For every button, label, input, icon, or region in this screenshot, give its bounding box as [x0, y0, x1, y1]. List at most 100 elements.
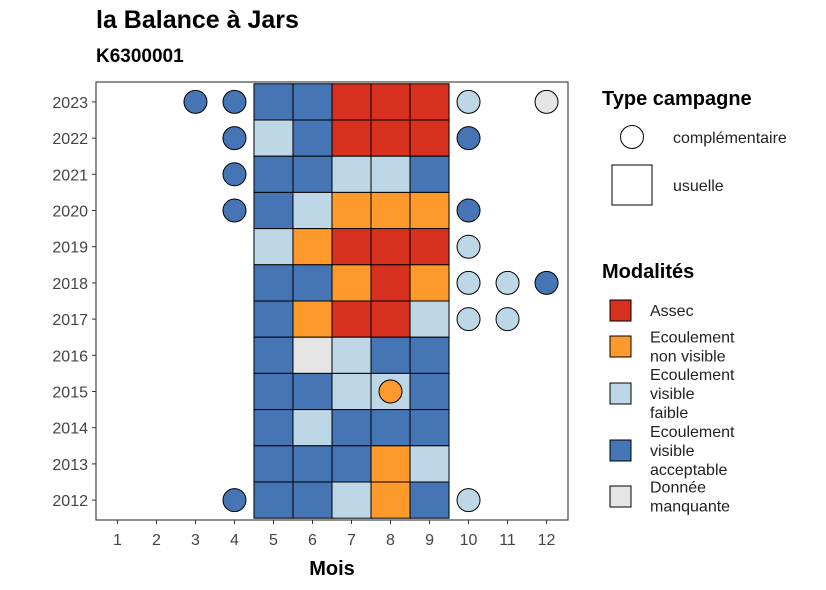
- cell-2013-7: [331, 445, 372, 483]
- cell-2022-5: [253, 119, 294, 157]
- point-2017-10: [456, 307, 481, 332]
- cell-2023-9: [409, 83, 450, 121]
- point-2022-4: [222, 126, 247, 151]
- cell-2020-5: [253, 191, 294, 230]
- x-tick-label: 7: [347, 532, 356, 549]
- cell-2014-5: [253, 409, 294, 447]
- legend-label: Ecoulement: [650, 424, 735, 441]
- cell-2012-9: [409, 481, 450, 519]
- x-tick-label: 8: [386, 532, 395, 549]
- cell-2013-5: [253, 445, 294, 483]
- cell-2015-6: [292, 372, 333, 411]
- cell-2012-7: [331, 481, 372, 519]
- y-tick-label: 2012: [52, 493, 88, 510]
- cell-2015-5: [253, 372, 294, 411]
- legend-label: Ecoulement: [650, 330, 735, 347]
- y-tick-label: 2017: [52, 312, 88, 329]
- y-tick-label: 2019: [52, 240, 88, 257]
- legend-swatch: [609, 485, 632, 508]
- legend-swatch: [609, 335, 632, 358]
- cell-2015-9: [409, 372, 450, 411]
- point-2021-4: [222, 162, 247, 187]
- cell-2017-9: [409, 300, 450, 338]
- complementaire-points: [183, 89, 559, 513]
- x-tick-label: 4: [230, 532, 239, 549]
- cell-2021-9: [409, 155, 450, 193]
- legend-label: visible: [650, 386, 695, 403]
- legend-title-campagne: Type campagne: [602, 88, 752, 110]
- point-2023-10: [456, 89, 481, 114]
- cell-2019-7: [331, 228, 372, 266]
- cell-2016-5: [253, 336, 294, 374]
- point-2023-3: [183, 89, 208, 114]
- cell-2019-8: [370, 228, 411, 266]
- cell-2014-8: [370, 409, 411, 447]
- y-tick-label: 2015: [52, 384, 88, 401]
- legend-type-campagne: Type campagne complémentaire usuelle: [602, 88, 787, 206]
- point-2019-10: [456, 234, 481, 259]
- legend-label: usuelle: [673, 178, 724, 195]
- x-tick-label: 12: [538, 532, 556, 549]
- cell-2023-8: [370, 83, 411, 121]
- legend-title-modalites: Modalités: [602, 261, 694, 283]
- x-tick-label: 10: [460, 532, 478, 549]
- point-2018-10: [456, 270, 481, 295]
- cell-2018-8: [370, 264, 411, 302]
- point-2018-11: [495, 270, 520, 295]
- y-tick-label: 2016: [52, 348, 88, 365]
- cell-2022-9: [409, 119, 450, 157]
- legend-label: complémentaire: [673, 130, 787, 147]
- x-tick-label: 1: [113, 532, 122, 549]
- cell-2022-8: [370, 119, 411, 157]
- cell-2018-9: [409, 264, 450, 302]
- point-2012-10: [456, 488, 481, 513]
- cell-2018-5: [253, 264, 294, 302]
- legend-key-circle: [620, 125, 644, 149]
- cell-2012-8: [370, 481, 411, 519]
- legend-swatch: [609, 382, 632, 405]
- point-2020-10: [456, 198, 481, 223]
- point-2020-4: [222, 198, 247, 223]
- cell-2019-5: [253, 228, 294, 266]
- cell-2020-8: [370, 191, 411, 230]
- x-tick-label: 5: [269, 532, 278, 549]
- cell-2020-9: [409, 191, 450, 230]
- cell-2014-7: [331, 409, 372, 447]
- cell-2019-9: [409, 228, 450, 266]
- cell-2014-9: [409, 409, 450, 447]
- cell-2012-6: [292, 481, 333, 519]
- legend-label: non visible: [650, 349, 726, 366]
- cell-2018-7: [331, 264, 372, 302]
- cell-2023-6: [292, 83, 333, 121]
- y-tick-label: 2022: [52, 131, 88, 148]
- legend-swatch: [609, 299, 632, 322]
- y-axis: 2012 2013 2014 2015 2016 2017 2018 2019 2020 2021…: [52, 95, 96, 510]
- cell-2012-5: [253, 481, 294, 519]
- cell-2015-7: [331, 372, 372, 411]
- y-tick-label: 2021: [52, 167, 88, 184]
- cell-2017-8: [370, 300, 411, 338]
- cell-2019-6: [292, 228, 333, 266]
- legend-label: Assec: [650, 303, 694, 320]
- cell-2021-5: [253, 155, 294, 193]
- cell-2021-8: [370, 155, 411, 193]
- cell-2017-7: [331, 300, 372, 338]
- y-tick-label: 2020: [52, 204, 88, 221]
- cell-2018-6: [292, 264, 333, 302]
- x-tick-label: 2: [152, 532, 161, 549]
- legend-key-square: [611, 164, 653, 206]
- cell-2020-7: [331, 191, 372, 230]
- cell-2020-6: [292, 191, 333, 230]
- point-2023-12: [534, 89, 559, 114]
- cell-2021-6: [292, 155, 333, 193]
- cell-2013-8: [370, 445, 411, 483]
- cell-2017-5: [253, 300, 294, 338]
- legend-label: visible: [650, 443, 695, 460]
- cell-2023-7: [331, 83, 372, 121]
- point-2012-4: [222, 488, 247, 513]
- point-2017-11: [495, 307, 520, 332]
- y-tick-label: 2018: [52, 276, 88, 293]
- cell-2023-5: [253, 83, 294, 121]
- cell-2016-7: [331, 336, 372, 374]
